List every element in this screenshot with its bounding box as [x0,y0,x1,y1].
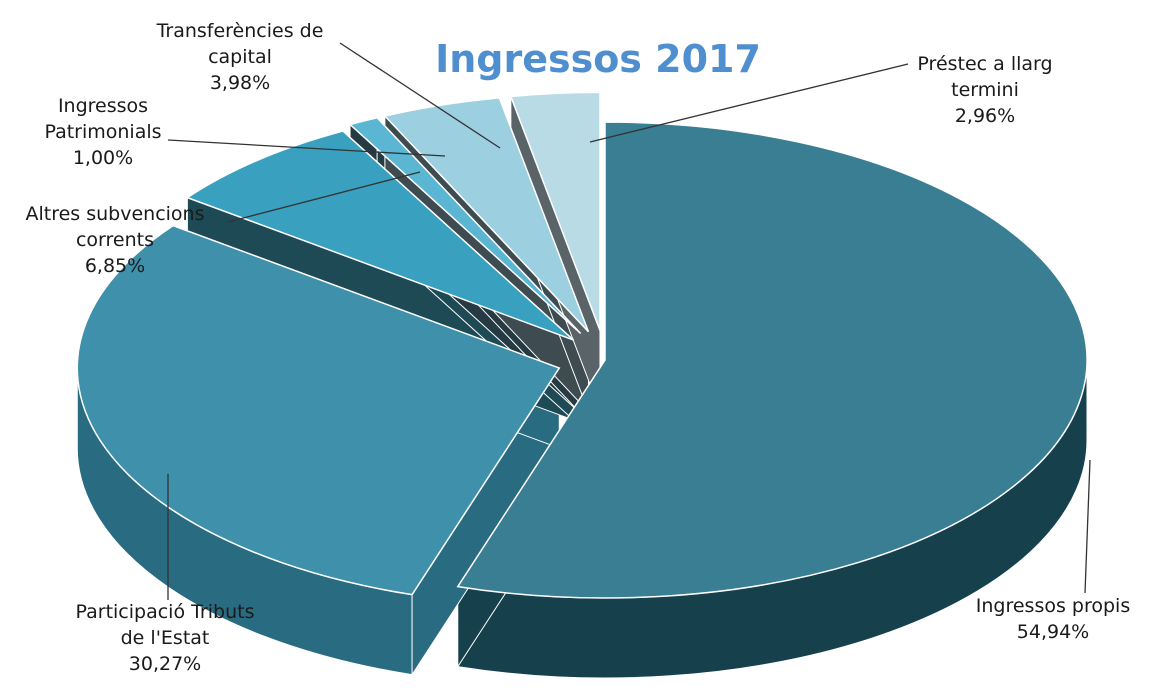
pie-slice [456,121,1088,599]
slice-label-line: termini [951,79,1019,101]
pie-slice [185,130,575,341]
pie-slice [383,97,590,333]
leader-line [339,42,501,149]
slice-label-line: Transferències de [156,20,324,42]
slice-label-line: Ingressos propis [976,595,1130,617]
slice-label-line: Patrimonials [44,121,161,143]
chart-title: Ingressos 2017 [435,37,761,81]
pie-slice [76,224,561,596]
slice-label: Transferències de capital 3,98% [156,20,324,94]
leader-line [1084,459,1091,594]
slice-value-label: 3,98% [210,72,270,94]
pie-slice [348,116,582,335]
leader-line [589,63,909,143]
pie-slice [509,91,601,331]
slice-label-line: capital [208,46,272,68]
slice-label-line: Ingressos [58,95,148,117]
slice-value-label: 2,96% [955,105,1015,127]
slice-label-line: Participació Tributs [76,601,255,623]
slice-label: Participació Tributs de l'Estat 30,27% [76,601,255,675]
slice-label: Ingressos propis 54,94% [976,595,1130,643]
slice-label-line: de l'Estat [121,627,210,649]
leader-line [227,171,421,223]
slice-label-line: Altres subvencions [25,203,204,225]
slice-label-line: Préstec a llarg [917,53,1052,75]
slice-value-label: 6,85% [85,255,145,277]
leader-line [167,139,446,157]
slice-value-label: 30,27% [129,653,201,675]
pie-labels: Ingressos propis 54,94% Participació Tribu… [25,20,1130,675]
slice-label: Préstec a llarg termini 2,96% [917,53,1052,127]
slice-value-label: 1,00% [73,147,133,169]
slice-value-label: 54,94% [1017,621,1089,643]
pie-tops [76,91,1088,599]
slice-label: Altres subvencions corrents 6,85% [25,203,204,277]
slice-label-line: corrents [76,229,154,251]
slice-label: Ingressos Patrimonials 1,00% [44,95,161,169]
